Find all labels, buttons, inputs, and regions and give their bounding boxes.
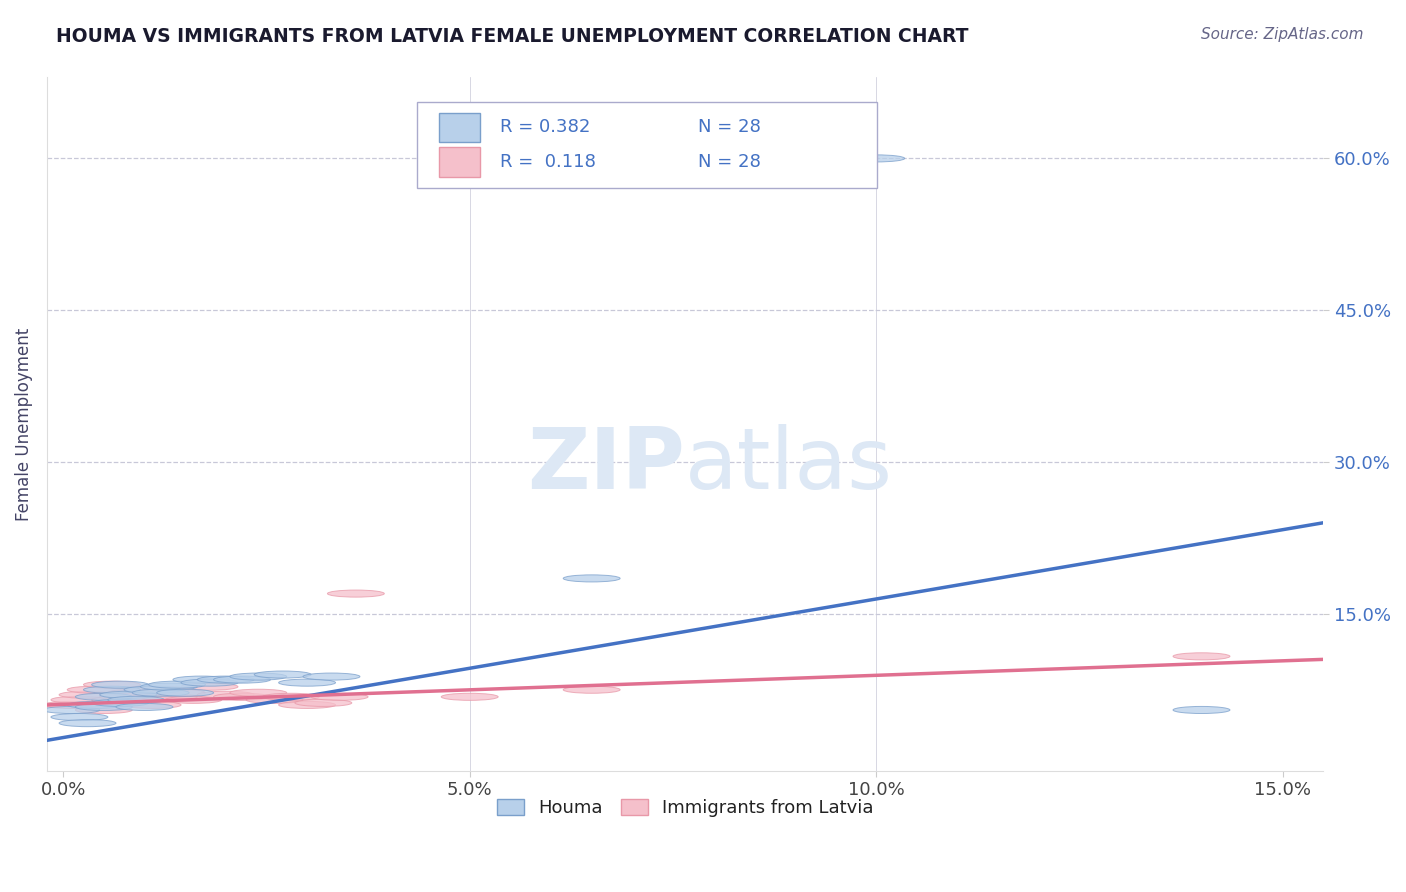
Ellipse shape <box>51 714 108 721</box>
Ellipse shape <box>59 691 117 698</box>
Ellipse shape <box>278 679 336 686</box>
Ellipse shape <box>229 673 287 680</box>
Legend: Houma, Immigrants from Latvia: Houma, Immigrants from Latvia <box>489 791 882 824</box>
Ellipse shape <box>91 699 149 706</box>
Text: Source: ZipAtlas.com: Source: ZipAtlas.com <box>1201 27 1364 42</box>
Ellipse shape <box>149 681 205 689</box>
Text: HOUMA VS IMMIGRANTS FROM LATVIA FEMALE UNEMPLOYMENT CORRELATION CHART: HOUMA VS IMMIGRANTS FROM LATVIA FEMALE U… <box>56 27 969 45</box>
Ellipse shape <box>441 693 498 700</box>
Text: ZIP: ZIP <box>527 425 685 508</box>
Ellipse shape <box>76 706 132 714</box>
Text: R =  0.118: R = 0.118 <box>501 153 596 171</box>
Ellipse shape <box>141 693 197 700</box>
Ellipse shape <box>564 574 620 582</box>
Ellipse shape <box>76 704 132 710</box>
Ellipse shape <box>67 701 124 708</box>
Ellipse shape <box>278 701 336 708</box>
Text: N = 28: N = 28 <box>697 119 761 136</box>
Ellipse shape <box>328 590 384 597</box>
Ellipse shape <box>83 686 141 693</box>
Ellipse shape <box>181 679 238 686</box>
Ellipse shape <box>117 704 173 710</box>
Ellipse shape <box>246 697 304 704</box>
Text: R = 0.382: R = 0.382 <box>501 119 591 136</box>
Ellipse shape <box>141 683 197 690</box>
Ellipse shape <box>91 697 149 704</box>
FancyBboxPatch shape <box>439 112 479 142</box>
Ellipse shape <box>1173 706 1230 714</box>
Ellipse shape <box>1173 653 1230 660</box>
Ellipse shape <box>83 681 141 689</box>
Ellipse shape <box>165 697 222 704</box>
Ellipse shape <box>848 155 904 162</box>
Ellipse shape <box>91 681 149 689</box>
Ellipse shape <box>156 690 214 697</box>
Ellipse shape <box>304 673 360 680</box>
Ellipse shape <box>132 690 190 697</box>
Ellipse shape <box>76 693 132 700</box>
Ellipse shape <box>108 690 165 697</box>
Ellipse shape <box>181 683 238 690</box>
Ellipse shape <box>311 693 368 700</box>
Ellipse shape <box>214 693 270 700</box>
Ellipse shape <box>59 720 117 727</box>
Ellipse shape <box>149 690 205 697</box>
Y-axis label: Female Unemployment: Female Unemployment <box>15 327 32 521</box>
Ellipse shape <box>295 699 352 706</box>
Ellipse shape <box>117 697 173 704</box>
Ellipse shape <box>42 706 100 714</box>
Ellipse shape <box>124 686 181 693</box>
Ellipse shape <box>100 691 156 698</box>
Ellipse shape <box>263 693 319 700</box>
Ellipse shape <box>100 693 156 700</box>
Ellipse shape <box>173 676 229 683</box>
Ellipse shape <box>229 690 287 697</box>
Text: N = 28: N = 28 <box>697 153 761 171</box>
Ellipse shape <box>42 701 100 708</box>
Ellipse shape <box>67 686 124 693</box>
Ellipse shape <box>197 676 254 683</box>
Text: atlas: atlas <box>685 425 893 508</box>
Ellipse shape <box>197 691 254 698</box>
Ellipse shape <box>108 697 165 704</box>
FancyBboxPatch shape <box>439 147 479 177</box>
Ellipse shape <box>564 686 620 693</box>
Ellipse shape <box>124 701 181 708</box>
FancyBboxPatch shape <box>418 102 877 188</box>
Ellipse shape <box>214 676 270 683</box>
Ellipse shape <box>51 697 108 704</box>
Ellipse shape <box>132 686 190 693</box>
Ellipse shape <box>254 671 311 678</box>
